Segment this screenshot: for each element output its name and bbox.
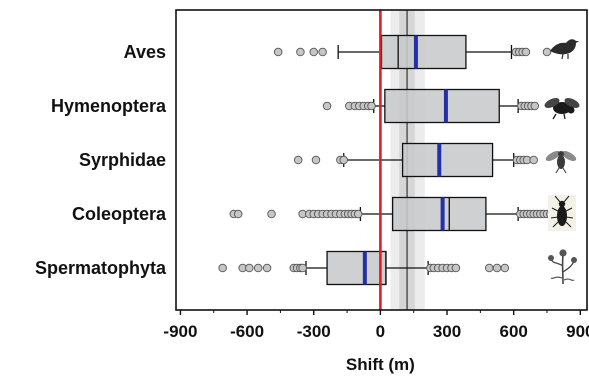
iqr-box [326,250,387,286]
iqr-box [380,34,467,70]
x-tick-label: -900 [163,322,197,341]
bird-icon [550,39,579,60]
x-tick-label: 900 [566,322,589,341]
iqr-box [401,142,494,178]
category-label: Coleoptera [72,204,167,224]
outlier-point [322,101,332,111]
outlier-point [262,263,272,273]
box-spermatophyta [218,250,510,286]
outlier-point [530,101,540,111]
category-label: Syrphidae [79,150,166,170]
outlier-point [529,155,538,165]
outlier-point [296,47,305,57]
taxon-icons [544,39,580,285]
box-hymenoptera [322,88,540,124]
outlier-point [353,209,363,219]
outlier-point [273,47,283,57]
x-tick-label: 600 [499,322,527,341]
outlier-point [542,47,552,57]
outlier-point [451,263,461,273]
outlier-point [339,155,348,165]
category-labels: Aves Hymenoptera Syrphidae Coleoptera Sperma… [35,42,167,278]
x-tick-label: -300 [297,322,331,341]
outlier-point [267,209,276,219]
bee-icon [544,98,580,120]
x-tick-label: 0 [376,322,385,341]
hoverfly-icon [545,150,577,174]
outlier-point [253,263,263,273]
outlier-point [293,155,303,165]
outlier-point [233,209,243,219]
category-label: Spermatophyta [35,258,167,278]
outlier-point [311,155,321,165]
iqr-box [391,196,487,232]
outlier-point [309,47,318,57]
outlier-point [245,263,254,273]
box-plot-layer [218,34,555,286]
x-tick-label: -600 [230,322,264,341]
box-aves [273,34,552,70]
plant-icon [548,249,577,285]
outlier-point [492,263,502,273]
outlier-point [318,47,327,57]
plot-frame [175,9,588,311]
x-axis: -900 -600 -300 0 300 600 900 [163,310,589,341]
outlier-point [367,101,376,111]
category-label: Aves [124,42,166,62]
outlier-point [484,263,494,273]
outlier-point [521,47,531,57]
box-syrphidae [293,142,538,178]
outlier-point [298,263,307,273]
iqr-box [384,88,500,124]
outlier-point [218,263,227,273]
outlier-point [500,263,510,273]
beetle-icon [548,195,576,231]
x-tick-label: 300 [433,322,461,341]
x-axis-title: Shift (m) [346,355,415,374]
box-coleoptera [229,196,555,232]
category-label: Hymenoptera [51,96,167,116]
